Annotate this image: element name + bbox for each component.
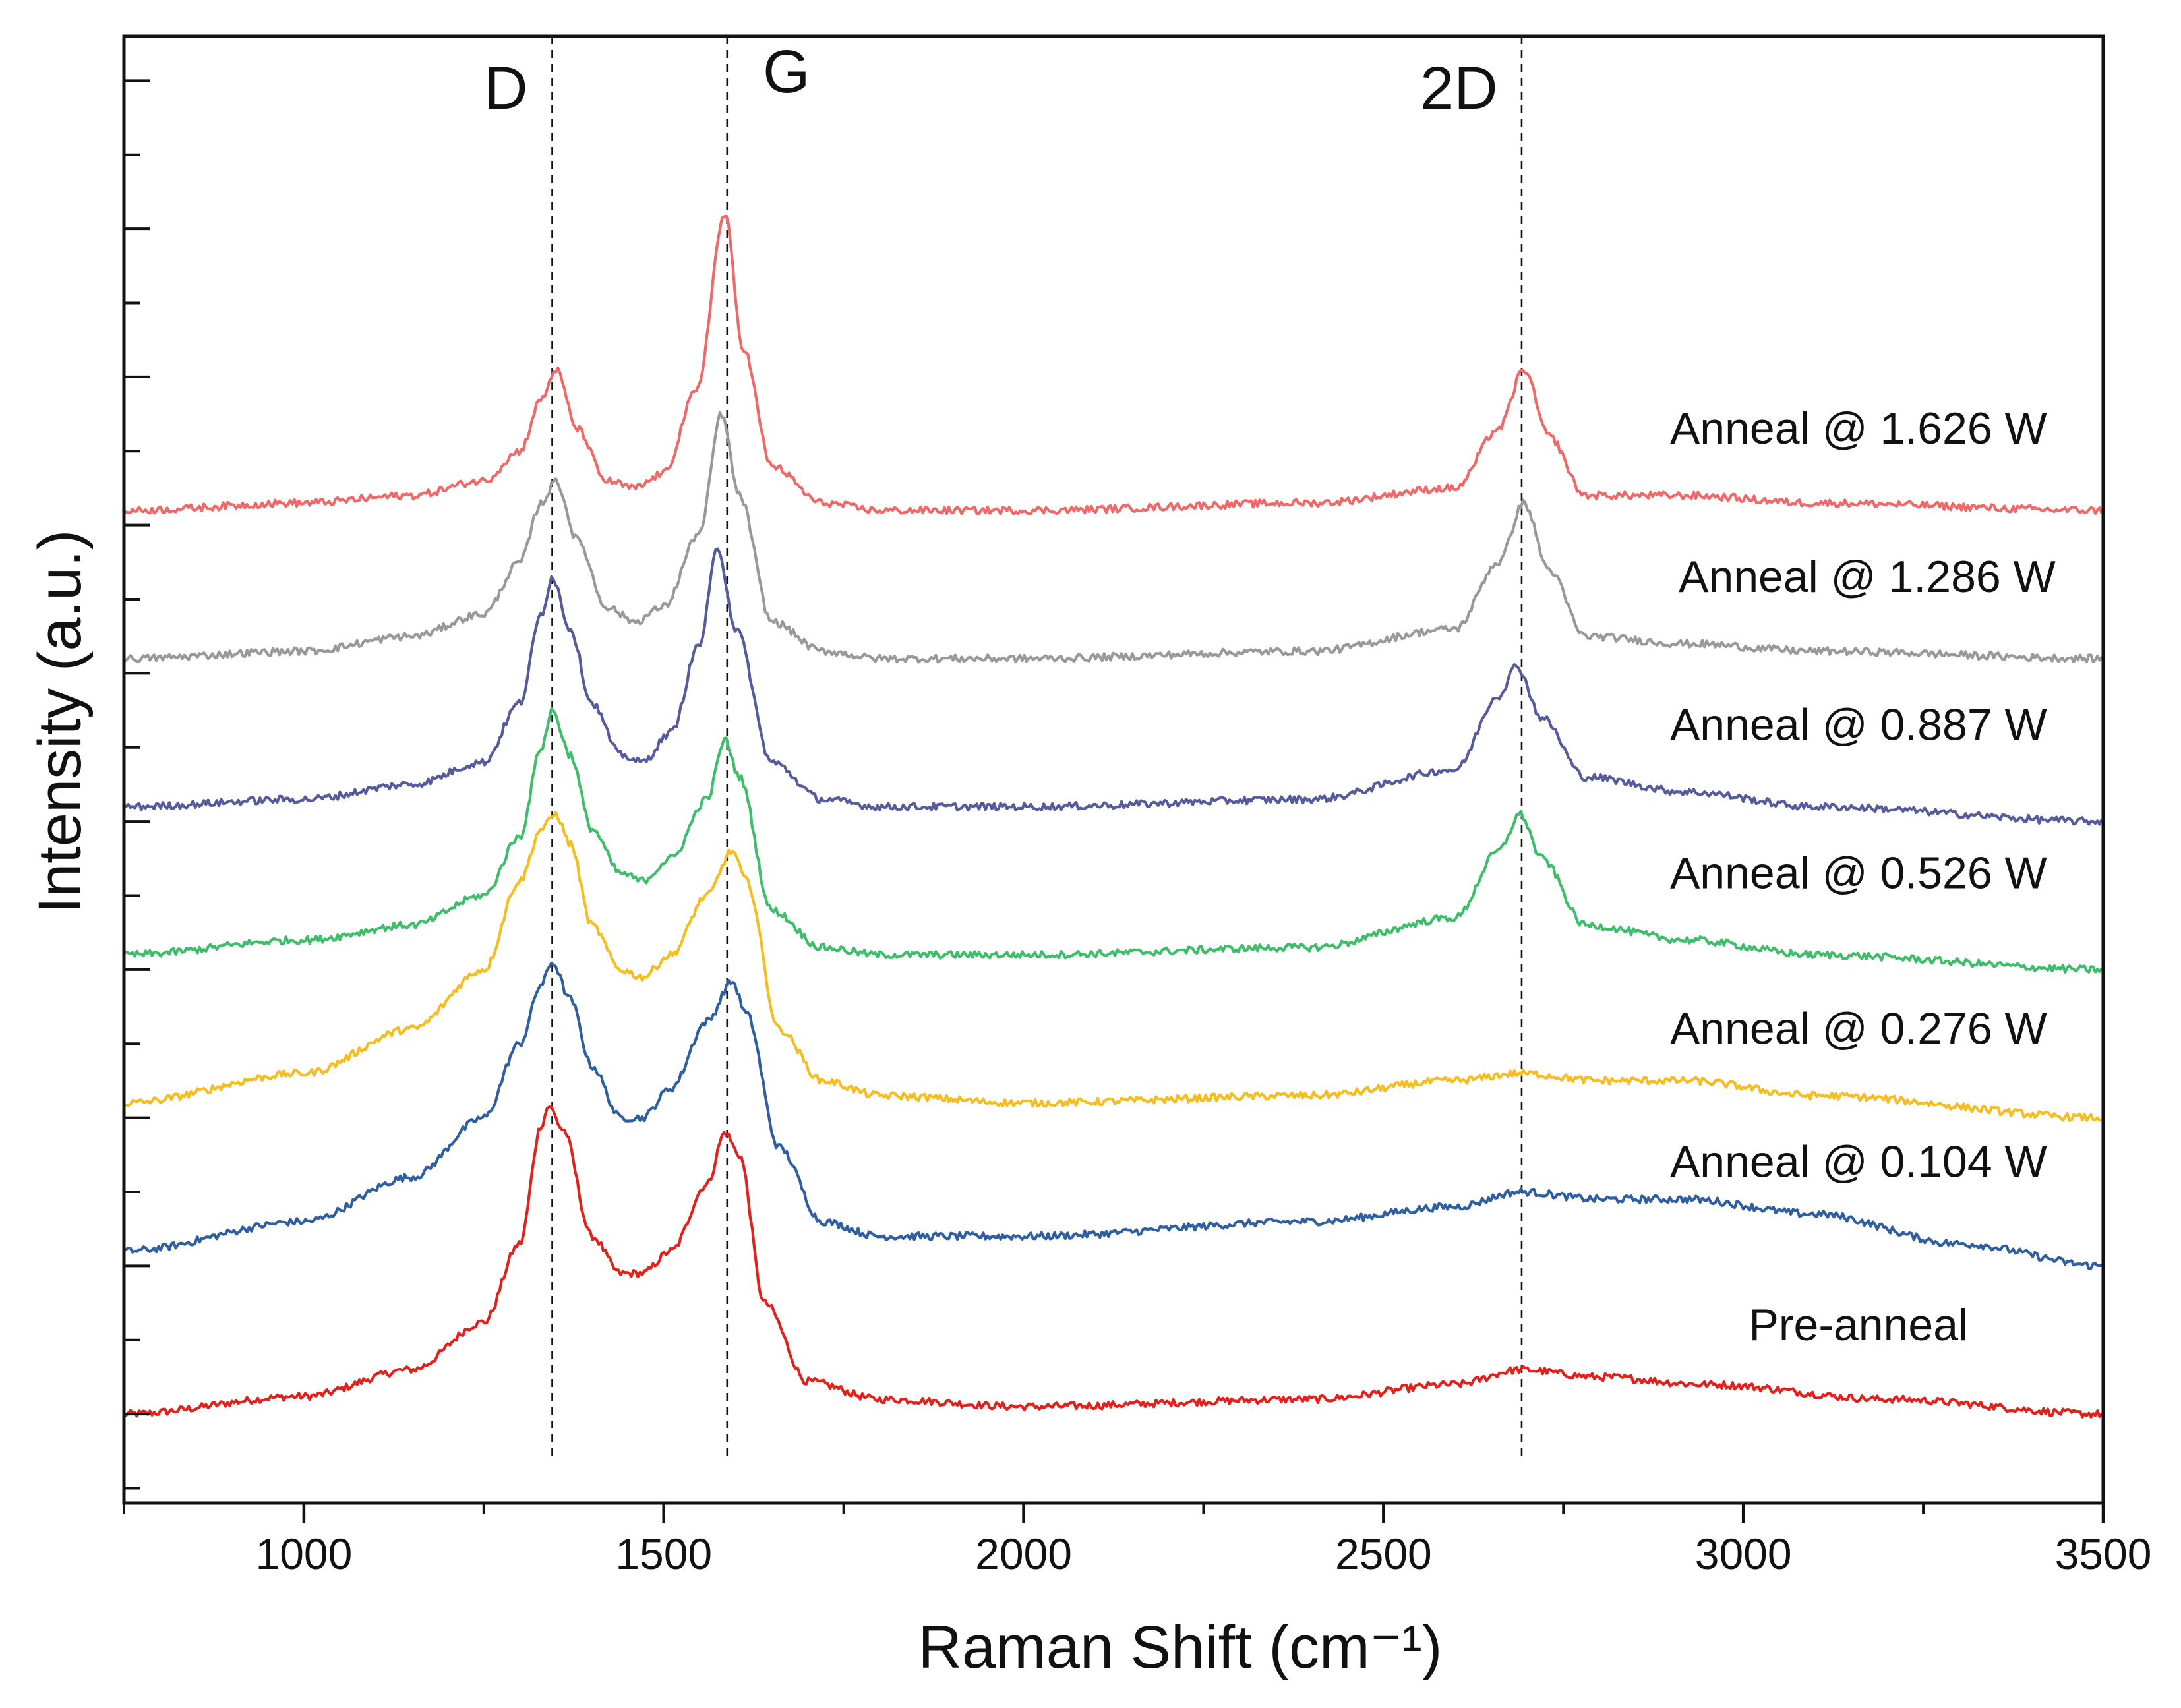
series-label-4: Anneal @ 0.887 W: [1670, 700, 2047, 750]
series-label-1: Anneal @ 0.104 W: [1670, 1137, 2047, 1187]
plot-frame: [122, 34, 2105, 1505]
series-labels: Pre-anneal Anneal @ 0.104 W Anneal @ 0.276…: [1670, 403, 2056, 1350]
peak-marker-lines: D G 2D: [484, 36, 1523, 1459]
series-label-5: Anneal @ 1.286 W: [1679, 552, 2056, 602]
series-lines: [123, 214, 2103, 1419]
series-label-2: Anneal @ 0.276 W: [1670, 1003, 2047, 1053]
x-tick-label-1500: 1500: [615, 1529, 712, 1578]
series-line-5: [123, 411, 2103, 664]
series-line-0: [123, 1105, 2103, 1419]
y-axis-title: Intensity (a.u.): [26, 530, 94, 914]
x-tick-label-2500: 2500: [1335, 1529, 1432, 1578]
series-line-4: [123, 547, 2103, 826]
x-tick-label-2000: 2000: [975, 1529, 1072, 1578]
series-label-3: Anneal @ 0.526 W: [1670, 848, 2047, 898]
series-line-1: [123, 961, 2102, 1270]
x-tick-label-1000: 1000: [255, 1529, 352, 1578]
peak-label-G: G: [763, 38, 810, 105]
x-tick-label-3500: 3500: [2055, 1529, 2152, 1578]
series-line-6: [123, 214, 2103, 515]
x-tick-label-3000: 3000: [1695, 1529, 1792, 1578]
series-line-2: [123, 811, 2103, 1122]
x-axis-title: Raman Shift (cm⁻¹): [918, 1614, 1443, 1681]
axes: 1000 1500 2000 2500 3000 3500: [122, 34, 2152, 1578]
series-line-3: [123, 707, 2103, 974]
series-label-6: Anneal @ 1.626 W: [1670, 403, 2047, 454]
series-label-0: Pre-anneal: [1749, 1300, 1969, 1350]
peak-label-2D: 2D: [1420, 55, 1498, 122]
peak-label-D: D: [484, 55, 527, 122]
